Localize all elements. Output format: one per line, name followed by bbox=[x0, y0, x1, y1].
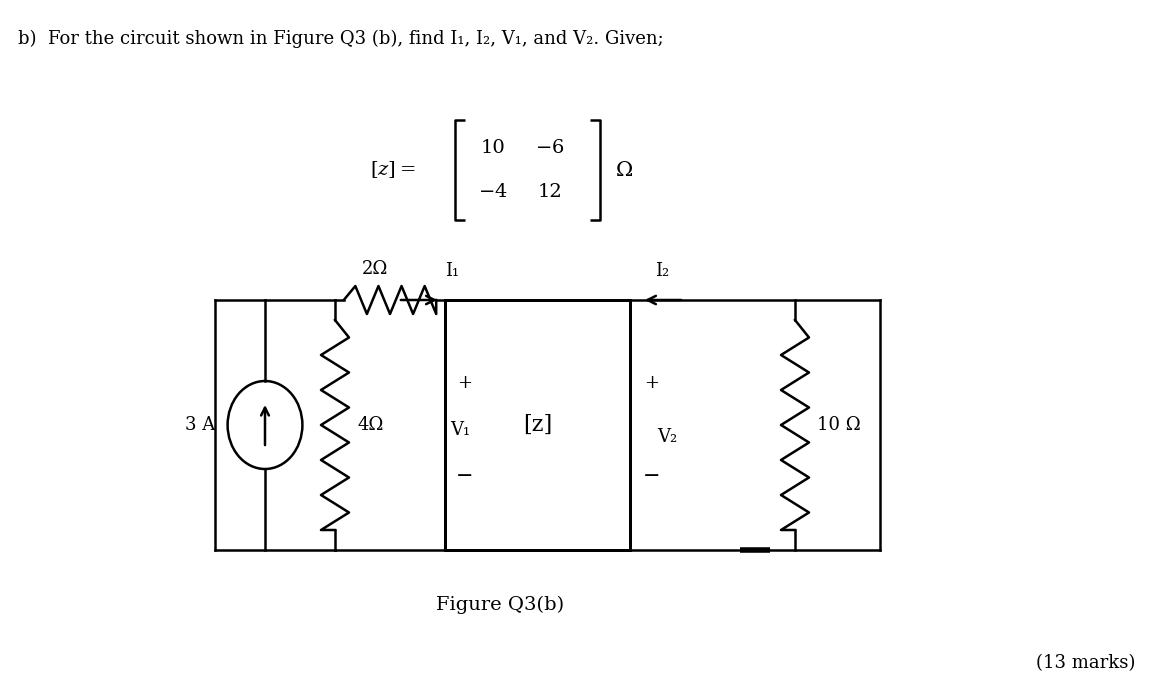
Text: $-6$: $-6$ bbox=[535, 139, 564, 157]
Text: I₂: I₂ bbox=[655, 262, 669, 280]
Text: I₁: I₁ bbox=[445, 262, 459, 280]
Text: 4Ω: 4Ω bbox=[357, 416, 384, 434]
Text: V₁: V₁ bbox=[450, 421, 470, 439]
Text: 10: 10 bbox=[480, 139, 505, 157]
Text: V₂: V₂ bbox=[656, 428, 677, 446]
Text: 2Ω: 2Ω bbox=[361, 260, 388, 278]
Text: +: + bbox=[645, 374, 660, 392]
Bar bbox=[445, 300, 630, 550]
Text: −: − bbox=[456, 468, 473, 486]
Text: −: − bbox=[644, 468, 661, 486]
Text: +: + bbox=[457, 374, 472, 392]
Text: (13 marks): (13 marks) bbox=[1035, 654, 1135, 672]
Text: 10 Ω: 10 Ω bbox=[817, 416, 861, 434]
Text: [z]: [z] bbox=[522, 414, 553, 436]
Text: 12: 12 bbox=[538, 183, 562, 201]
Text: $[z]=$: $[z]=$ bbox=[370, 159, 415, 181]
Text: $\Omega$: $\Omega$ bbox=[614, 161, 633, 179]
Text: b)  For the circuit shown in Figure Q3 (b), find I₁, I₂, V₁, and V₂. Given;: b) For the circuit shown in Figure Q3 (b… bbox=[17, 30, 663, 48]
Text: $-4$: $-4$ bbox=[478, 183, 508, 201]
Text: Figure Q3(b): Figure Q3(b) bbox=[436, 596, 564, 614]
Text: 3 A: 3 A bbox=[185, 416, 216, 434]
